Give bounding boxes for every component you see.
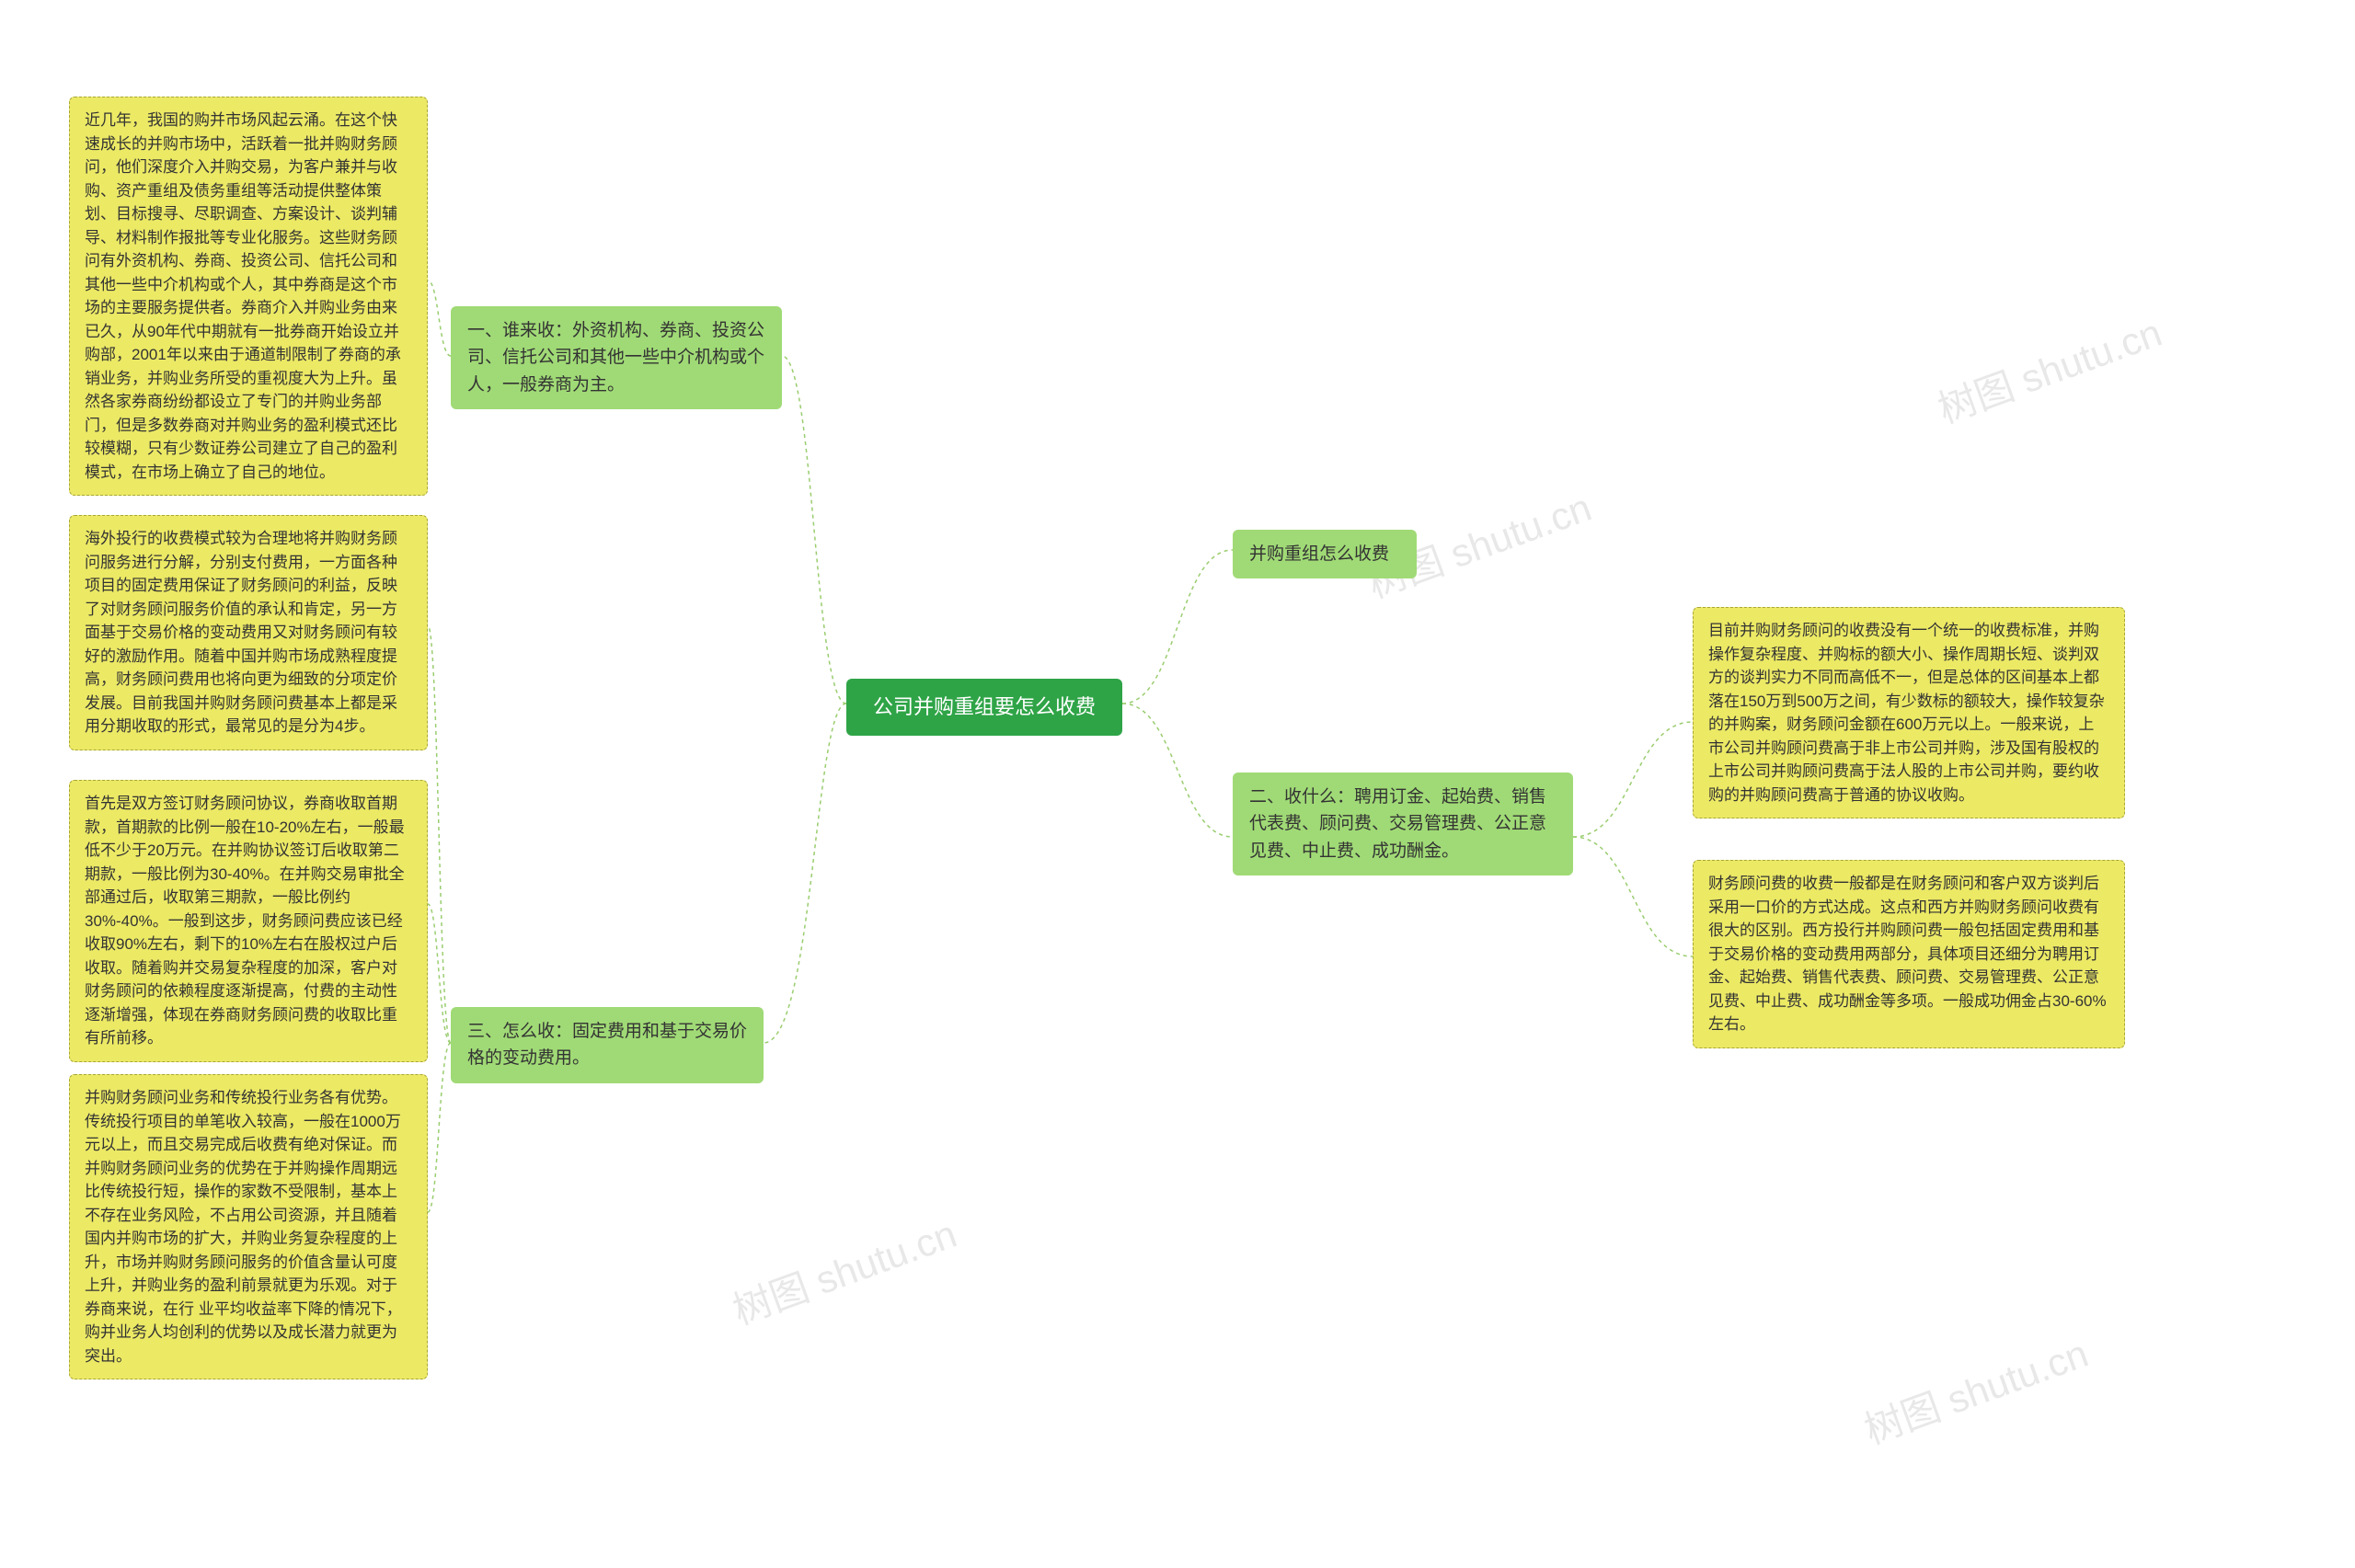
branch-label: 二、收什么：聘用订金、起始费、销售代表费、顾问费、交易管理费、公正意见费、中止费… bbox=[1249, 787, 1546, 861]
branch-r2[interactable]: 二、收什么：聘用订金、起始费、销售代表费、顾问费、交易管理费、公正意见费、中止费… bbox=[1233, 773, 1573, 876]
branch-label: 并购重组怎么收费 bbox=[1249, 544, 1389, 564]
leaf-r2a[interactable]: 目前并购财务顾问的收费没有一个统一的收费标准，并购操作复杂程度、并购标的额大小、… bbox=[1693, 607, 2125, 818]
leaf-l3a[interactable]: 海外投行的收费模式较为合理地将并购财务顾问服务进行分解，分别支付费用，一方面各种… bbox=[69, 515, 428, 750]
connector bbox=[764, 704, 846, 1043]
root-node[interactable]: 公司并购重组要怎么收费 bbox=[846, 679, 1122, 736]
leaf-text: 财务顾问费的收费一般都是在财务顾问和客户双方谈判后采用一口价的方式达成。这点和西… bbox=[1708, 875, 2107, 1033]
connector bbox=[782, 356, 846, 704]
branch-l3[interactable]: 三、怎么收：固定费用和基于交易价格的变动费用。 bbox=[451, 1007, 764, 1083]
leaf-l1a[interactable]: 近几年，我国的购并市场风起云涌。在这个快速成长的并购市场中，活跃着一批并购财务顾… bbox=[69, 97, 428, 496]
watermark: 树图 shutu.cn bbox=[724, 1203, 963, 1335]
connector bbox=[1573, 837, 1693, 956]
leaf-text: 近几年，我国的购并市场风起云涌。在这个快速成长的并购市场中，活跃着一批并购财务顾… bbox=[85, 111, 401, 481]
root-label: 公司并购重组要怎么收费 bbox=[873, 695, 1096, 718]
leaf-text: 目前并购财务顾问的收费没有一个统一的收费标准，并购操作复杂程度、并购标的额大小、… bbox=[1708, 622, 2105, 804]
leaf-text: 首先是双方签订财务顾问协议，券商收取首期款，首期款的比例一般在10-20%左右，… bbox=[85, 795, 405, 1047]
branch-label: 一、谁来收：外资机构、券商、投资公司、信托公司和其他一些中介机构或个人，一般券商… bbox=[467, 321, 764, 395]
connector bbox=[1573, 722, 1693, 837]
leaf-text: 并购财务顾问业务和传统投行业务各有优势。传统投行项目的单笔收入较高，一般在100… bbox=[85, 1089, 402, 1365]
branch-label: 三、怎么收：固定费用和基于交易价格的变动费用。 bbox=[467, 1022, 747, 1068]
connector bbox=[428, 625, 451, 1043]
connector bbox=[428, 280, 451, 356]
leaf-text: 海外投行的收费模式较为合理地将并购财务顾问服务进行分解，分别支付费用，一方面各种… bbox=[85, 530, 397, 735]
connector bbox=[1122, 550, 1233, 704]
connector bbox=[1122, 704, 1233, 837]
connector bbox=[428, 904, 451, 1043]
connector bbox=[428, 1043, 451, 1212]
leaf-l3c[interactable]: 并购财务顾问业务和传统投行业务各有优势。传统投行项目的单笔收入较高，一般在100… bbox=[69, 1074, 428, 1379]
leaf-r2b[interactable]: 财务顾问费的收费一般都是在财务顾问和客户双方谈判后采用一口价的方式达成。这点和西… bbox=[1693, 860, 2125, 1048]
watermark: 树图 shutu.cn bbox=[1929, 302, 2168, 434]
leaf-l3b[interactable]: 首先是双方签订财务顾问协议，券商收取首期款，首期款的比例一般在10-20%左右，… bbox=[69, 780, 428, 1062]
branch-l1[interactable]: 一、谁来收：外资机构、券商、投资公司、信托公司和其他一些中介机构或个人，一般券商… bbox=[451, 306, 782, 409]
branch-r1[interactable]: 并购重组怎么收费 bbox=[1233, 530, 1417, 578]
watermark: 树图 shutu.cn bbox=[1855, 1322, 2095, 1455]
